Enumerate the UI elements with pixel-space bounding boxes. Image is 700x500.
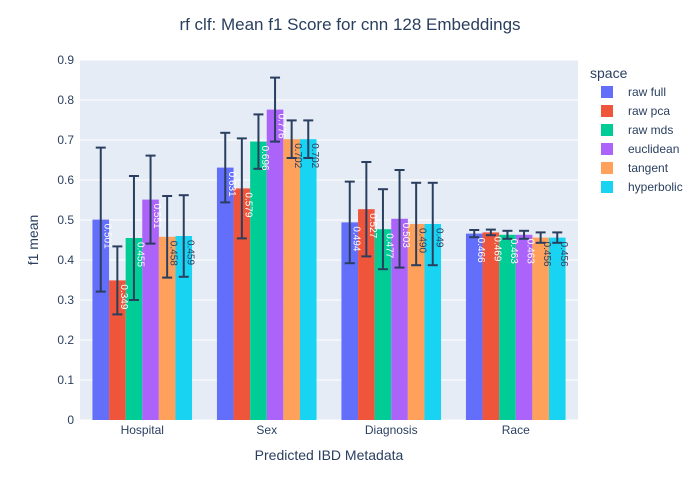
bar: [142, 199, 159, 420]
legend-entry: hyperbolic: [628, 180, 683, 194]
bar-value-label: 0.463: [525, 239, 536, 264]
bar-value-label: 0.579: [242, 192, 253, 217]
bar: [92, 219, 110, 420]
bar-value-label: 0.527: [367, 213, 378, 238]
legend-swatch: [601, 143, 613, 155]
legend-swatch: [601, 181, 613, 193]
bar-value-label: 0.702: [309, 143, 320, 168]
bar: [499, 234, 516, 420]
bar: [299, 139, 317, 420]
bar-value-label: 0.469: [491, 236, 502, 261]
legend: space raw full raw pca raw mds euclidean tan…: [590, 65, 683, 194]
y-tick-label: 0.7: [57, 133, 74, 147]
legend-swatch: [601, 105, 613, 117]
bar-value-label: 0.501: [101, 224, 112, 249]
bar-value-label: 0.477: [383, 233, 394, 258]
bar-value-label: 0.463: [508, 239, 519, 264]
y-tick-label: 0.2: [57, 333, 74, 347]
bar-value-label: 0.702: [292, 143, 303, 168]
bar-value-label: 0.466: [475, 238, 486, 263]
bar: [341, 222, 359, 420]
bar-labels: 0.501 0.349 0.455 0.551 0.458 0.459 0.631 0.579…: [101, 114, 569, 310]
bar-value-label: 0.455: [134, 242, 145, 267]
legend-swatch: [601, 124, 613, 136]
bar-value-label: 0.696: [259, 146, 270, 171]
bar-value-label: 0.456: [541, 242, 552, 267]
bar-value-label: 0.456: [558, 242, 569, 267]
bar-value-label: 0.551: [151, 204, 162, 229]
bar: [233, 188, 251, 420]
bar: [158, 236, 176, 420]
bar: [515, 234, 533, 420]
y-tick-label: 0.1: [57, 373, 74, 387]
bar-value-label: 0.494: [350, 226, 361, 251]
legend-swatch: [601, 86, 613, 98]
x-tick-label: Sex: [256, 423, 277, 437]
x-axis-ticks: Hospital Sex Diagnosis Race: [121, 423, 531, 437]
legend-swatch: [601, 162, 613, 174]
bar: [266, 109, 284, 420]
bar-value-label: 0.49: [433, 228, 444, 248]
bar: [407, 224, 425, 420]
bar: [175, 236, 193, 420]
legend-entry: raw full: [628, 85, 666, 99]
legend-entry: raw pca: [628, 104, 670, 118]
bar: [283, 139, 300, 420]
bar-value-label: 0.631: [226, 172, 237, 197]
bar: [482, 232, 500, 420]
legend-entry: euclidean: [628, 142, 679, 156]
bar: [216, 167, 234, 420]
y-tick-label: 0.5: [57, 213, 74, 227]
y-tick-label: 0: [67, 413, 74, 427]
y-axis-title: f1 mean: [25, 215, 41, 266]
y-tick-label: 0.6: [57, 173, 74, 187]
bar: [424, 224, 442, 420]
y-tick-label: 0.3: [57, 293, 74, 307]
bar: [125, 238, 143, 420]
legend-entry: tangent: [628, 161, 669, 175]
chart-title: rf clf: Mean f1 Score for cnn 128 Embedd…: [179, 15, 520, 34]
x-tick-label: Race: [502, 423, 530, 437]
bar-value-label: 0.459: [184, 240, 195, 265]
x-tick-label: Diagnosis: [365, 423, 418, 437]
bar-value-label: 0.776: [276, 114, 287, 139]
y-axis-ticks: 0 0.1 0.2 0.3 0.4 0.5 0.6 0.7 0.8 0.9: [57, 53, 74, 427]
legend-title: space: [590, 65, 628, 81]
bar-value-label: 0.349: [118, 284, 129, 309]
bars: [92, 109, 566, 420]
bar-value-label: 0.490: [417, 228, 428, 253]
bar: [250, 141, 267, 420]
y-tick-label: 0.8: [57, 93, 74, 107]
y-tick-label: 0.4: [57, 253, 74, 267]
x-tick-label: Hospital: [121, 423, 164, 437]
legend-entry: raw mds: [628, 123, 673, 137]
bar: [391, 218, 408, 420]
x-axis-title: Predicted IBD Metadata: [255, 447, 404, 463]
bar: [358, 209, 375, 420]
bar: [465, 233, 483, 420]
bar-value-label: 0.503: [400, 223, 411, 248]
error-bars: [95, 76, 563, 316]
y-tick-label: 0.9: [57, 53, 74, 67]
bar: [374, 229, 392, 420]
bar: [532, 237, 549, 420]
bar: [548, 237, 566, 420]
bar-value-label: 0.458: [168, 241, 179, 266]
